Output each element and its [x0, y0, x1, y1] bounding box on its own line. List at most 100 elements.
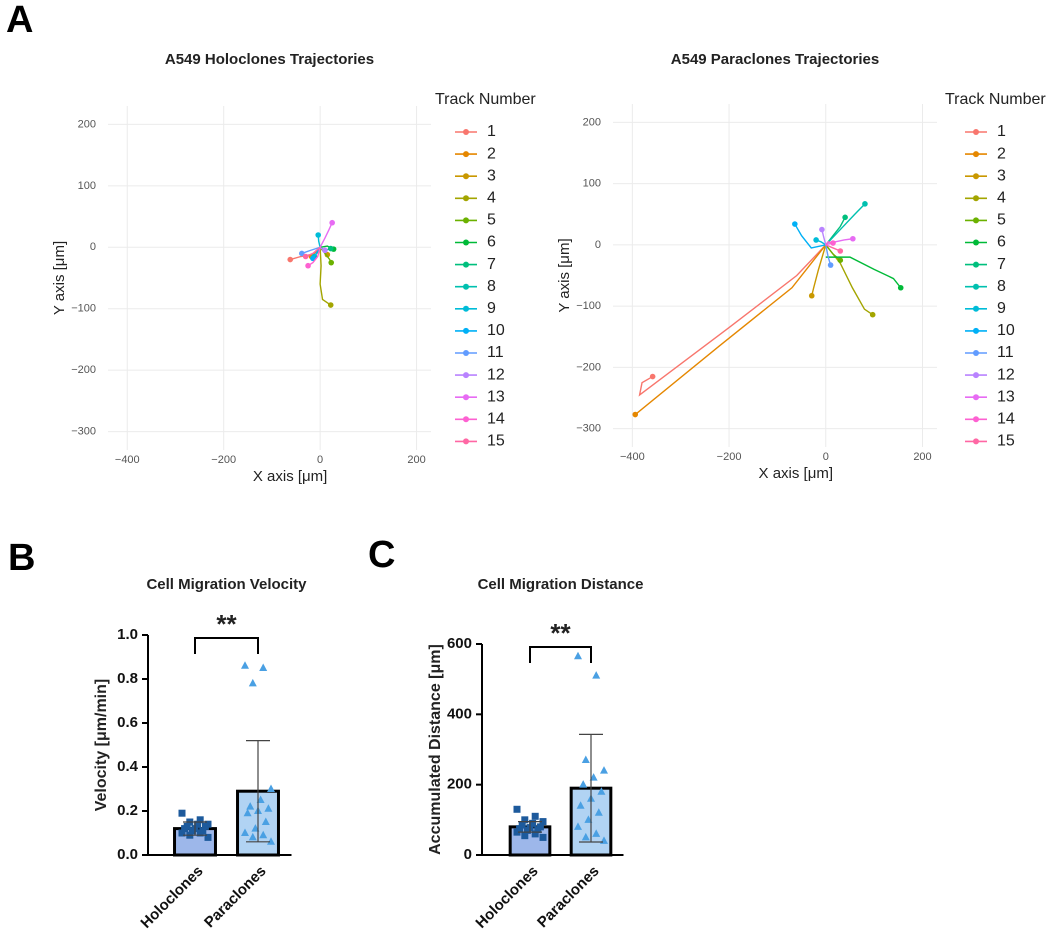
track-end: [649, 373, 656, 380]
legend-dot: [973, 129, 979, 135]
x-tick-label: −200: [717, 451, 742, 463]
data-point: [539, 818, 547, 826]
panel-label: B: [8, 537, 35, 579]
y-tick-label: 100: [78, 180, 96, 192]
legend-title: Track Number: [945, 91, 1046, 108]
data-point: [574, 822, 582, 830]
data-point: [592, 671, 601, 679]
significance-label: **: [216, 609, 237, 639]
data-point: [259, 830, 268, 839]
data-point: [196, 816, 204, 824]
x-tick-label: Holoclones: [137, 863, 206, 932]
legend-label: 2: [997, 145, 1006, 162]
y-tick-label: 0.6: [117, 714, 138, 731]
legend-dot: [463, 350, 469, 356]
data-point: [581, 755, 590, 764]
x-tick-label: −400: [620, 451, 645, 463]
data-point: [521, 832, 529, 840]
x-tick-label: 200: [913, 451, 931, 463]
track-end: [808, 292, 815, 299]
data-point: [241, 828, 249, 836]
trajectory: [634, 244, 827, 416]
legend-label: 5: [487, 212, 496, 229]
data-point: [248, 678, 257, 687]
data-point: [201, 822, 209, 830]
legend-label: 14: [487, 411, 505, 428]
legend-dot: [973, 438, 979, 445]
legend-label: 15: [997, 433, 1015, 450]
legend-dot: [973, 261, 979, 268]
legend-dot: [463, 283, 469, 290]
data-point: [181, 825, 189, 833]
chart-title: Cell Migration Velocity: [146, 576, 307, 593]
legend-label: 6: [487, 234, 496, 251]
legend-label: 9: [997, 300, 1006, 317]
legend-dot: [973, 305, 979, 312]
data-point: [592, 829, 601, 837]
error-bar: [246, 740, 270, 843]
track-end: [827, 262, 834, 268]
data-point: [597, 787, 606, 795]
legend-dot: [973, 327, 979, 334]
legend-label: 14: [997, 411, 1015, 428]
legend-label: 10: [997, 322, 1015, 339]
legend-dot: [463, 372, 469, 379]
trajectory: [825, 244, 874, 316]
legend-label: 7: [487, 256, 496, 273]
legend-dot: [463, 416, 469, 423]
x-tick-label: 0: [317, 454, 323, 466]
legend-dot: [463, 261, 469, 268]
data-point: [529, 819, 537, 827]
track-end: [792, 221, 798, 227]
data-point: [523, 826, 531, 834]
legend-dot: [973, 283, 979, 290]
data-point: [531, 830, 539, 838]
legend-dot: [463, 195, 469, 202]
y-tick-label: 400: [447, 705, 472, 722]
legend-label: 11: [487, 344, 504, 361]
legend-label: 4: [997, 190, 1006, 207]
legend-dot: [463, 129, 469, 135]
x-tick-label: Paraclones: [534, 863, 603, 932]
chart-title: A549 Paraclones Trajectories: [671, 51, 879, 68]
y-tick-label: 0.4: [117, 758, 139, 775]
data-point: [600, 766, 608, 774]
track-end: [813, 237, 819, 243]
track-end: [842, 214, 848, 221]
legend-dot: [463, 151, 469, 158]
legend-dot: [463, 217, 469, 224]
data-point: [594, 808, 603, 816]
panel-label: A: [6, 0, 33, 41]
data-point: [196, 829, 204, 837]
track-end: [328, 259, 335, 266]
y-tick-label: −300: [71, 425, 96, 437]
legend-label: 10: [487, 322, 505, 339]
chart-title: Cell Migration Distance: [478, 576, 644, 593]
trajectory: [319, 222, 333, 248]
data-point: [513, 805, 521, 813]
track-end: [302, 253, 309, 260]
track-end: [830, 240, 836, 246]
track-end: [327, 245, 334, 252]
track-end: [869, 311, 876, 318]
data-point: [518, 821, 526, 829]
significance-bracket: [194, 637, 259, 654]
legend-dot: [973, 217, 979, 224]
legend-label: 8: [997, 278, 1006, 295]
x-tick-label: Holoclones: [472, 863, 541, 932]
data-point: [576, 801, 585, 809]
y-tick-label: 0.0: [117, 846, 138, 863]
legend-label: 5: [997, 212, 1006, 229]
trajectory: [825, 203, 866, 246]
y-tick-label: 0.2: [117, 802, 138, 819]
legend-dot: [463, 394, 469, 401]
legend-label: 4: [487, 190, 496, 207]
trajectory: [301, 246, 321, 255]
legend-dot: [973, 372, 979, 379]
error-bar: [518, 820, 542, 833]
panel-label: C: [368, 534, 395, 576]
legend-label: 7: [997, 256, 1006, 273]
legend-label: 1: [487, 123, 496, 140]
error-bar: [183, 821, 207, 836]
y-tick-label: 200: [447, 776, 472, 793]
